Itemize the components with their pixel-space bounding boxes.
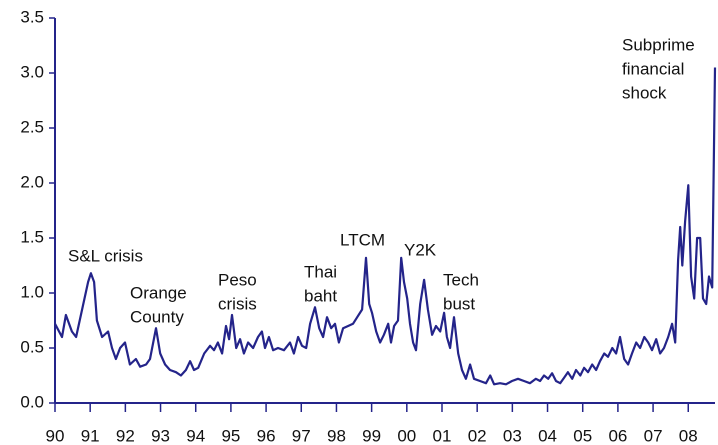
x-tick-label: 02 xyxy=(468,426,487,445)
x-tick-label: 04 xyxy=(538,426,557,445)
annotation: baht xyxy=(304,286,337,305)
y-tick-label: 2.0 xyxy=(20,172,44,191)
annotation: Thai xyxy=(304,262,337,281)
data-line xyxy=(54,67,717,386)
x-tick-label: 01 xyxy=(433,426,452,445)
annotation: Y2K xyxy=(404,240,437,259)
y-tick-label: 3.0 xyxy=(20,62,44,81)
x-tick-label: 96 xyxy=(257,426,276,445)
annotation: Subprime xyxy=(622,35,695,54)
x-tick-label: 05 xyxy=(573,426,592,445)
annotation: financial xyxy=(622,59,684,78)
x-tick-label: 97 xyxy=(292,426,311,445)
annotation: shock xyxy=(622,83,667,102)
annotation: Peso xyxy=(218,270,257,289)
x-tick-label: 00 xyxy=(397,426,416,445)
annotation: County xyxy=(130,307,184,326)
x-tick-label: 92 xyxy=(116,426,135,445)
x-tick-label: 95 xyxy=(221,426,240,445)
annotation: bust xyxy=(443,294,475,313)
x-tick-label: 06 xyxy=(608,426,627,445)
x-tick-label: 98 xyxy=(327,426,346,445)
y-tick-label: 3.5 xyxy=(20,7,44,26)
annotation: crisis xyxy=(218,294,257,313)
y-tick-label: 0.5 xyxy=(20,337,44,356)
x-tick-label: 90 xyxy=(46,426,65,445)
x-tick-label: 93 xyxy=(151,426,170,445)
x-tick-label: 08 xyxy=(679,426,698,445)
annotation: S&L crisis xyxy=(68,246,143,265)
y-tick-label: 1.5 xyxy=(20,227,44,246)
x-tick-label: 03 xyxy=(503,426,522,445)
y-tick-label: 2.5 xyxy=(20,117,44,136)
x-tick-label: 91 xyxy=(81,426,100,445)
x-tick-label: 07 xyxy=(644,426,663,445)
annotation: Orange xyxy=(130,283,187,302)
y-tick-label: 0.0 xyxy=(20,392,44,411)
y-tick-label: 1.0 xyxy=(20,282,44,301)
x-tick-label: 94 xyxy=(186,426,205,445)
annotation: LTCM xyxy=(340,230,385,249)
x-tick-label: 99 xyxy=(362,426,381,445)
annotation: Tech xyxy=(443,270,479,289)
